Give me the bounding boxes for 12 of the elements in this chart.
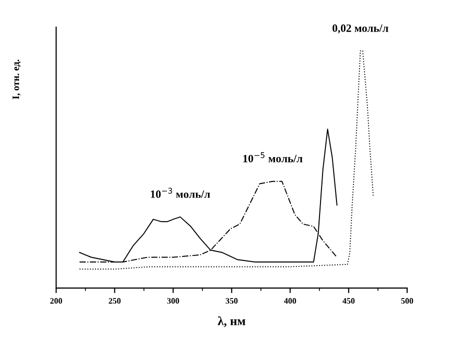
x-tick-label: 450 — [342, 298, 355, 304]
x-axis-title: λ, нм — [218, 316, 246, 328]
x-tick-label: 400 — [284, 298, 296, 304]
series-label: 0,02 моль/л — [332, 24, 388, 34]
x-tick-label: 350 — [226, 298, 238, 304]
x-tick-label: 200 — [50, 298, 62, 304]
x-tick-label: 250 — [108, 298, 121, 304]
text: 10$^{−5}$ моль/л — [243, 152, 302, 162]
y-axis-title: I, отн. ед. — [12, 60, 21, 100]
x-tick-label: 500 — [401, 298, 414, 304]
x-tick-label: 300 — [167, 298, 180, 304]
series-label: 10$^{−3}$ моль/л — [150, 188, 210, 198]
